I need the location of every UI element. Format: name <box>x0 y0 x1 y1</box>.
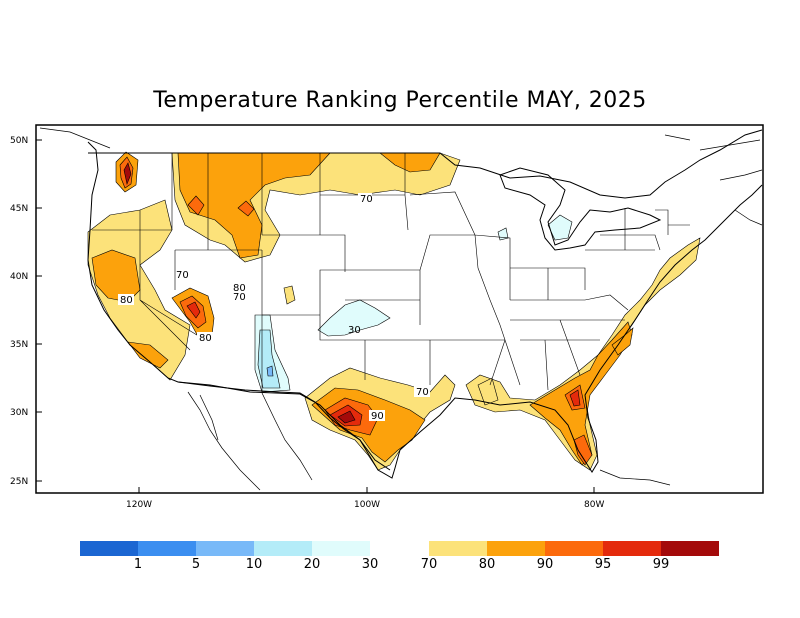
cuba <box>599 469 671 486</box>
mexico-border <box>177 381 391 471</box>
legend-label: 5 <box>191 557 201 572</box>
canada-border <box>88 129 763 199</box>
region-mt-90b <box>237 200 255 217</box>
legend-label: 90 <box>536 557 554 572</box>
region-mt-90a <box>187 195 205 216</box>
lat-tick-label: 45N <box>10 204 28 214</box>
lon-axis <box>138 487 595 493</box>
contour-label: 80 <box>233 283 246 294</box>
contour-label: 70 <box>176 270 189 281</box>
region-mi-30 <box>547 214 573 241</box>
contour-label: 30 <box>348 325 361 336</box>
region-nm-20 <box>257 329 281 389</box>
legend-swatch-99 <box>661 541 719 556</box>
legend-label: 70 <box>420 557 438 572</box>
contour-label: 80 <box>199 333 212 344</box>
contour-label-bg <box>369 410 385 421</box>
legend-label: 1 <box>133 557 143 572</box>
state-lines <box>92 153 690 392</box>
lat-tick-label: 40N <box>10 272 28 282</box>
contour-label-bg <box>118 294 134 305</box>
contour-label: 70 <box>360 194 373 205</box>
region-ga-95 <box>569 389 581 407</box>
contour-label-bg <box>197 332 213 343</box>
legend-swatch-1 <box>80 541 138 556</box>
region-north-80 <box>177 152 331 259</box>
legend-swatch-20 <box>254 541 312 556</box>
canada-islands <box>39 127 763 226</box>
lat-tick-label: 50N <box>10 136 28 146</box>
lat-tick-label: 25N <box>10 477 28 487</box>
geography-layer <box>39 127 763 491</box>
legend-label: 95 <box>594 557 612 572</box>
contour-labels: 70 70 80 80 70 80 30 70 90 <box>118 193 430 422</box>
lat-axis <box>36 139 42 482</box>
legend-swatch-70 <box>429 541 487 556</box>
lat-tick-label: 35N <box>10 340 28 350</box>
map-title: Temperature Ranking Percentile MAY, 2025 <box>153 88 647 113</box>
legend-label: 20 <box>303 557 321 572</box>
region-ms-70 <box>477 377 499 406</box>
region-nc-80 <box>611 327 634 356</box>
legend-swatch-80 <box>487 541 545 556</box>
region-co-70 <box>283 285 296 305</box>
region-tx-99 <box>337 410 356 424</box>
mexico-coast <box>187 391 313 491</box>
region-socal-80 <box>127 341 169 369</box>
region-nv-95 <box>186 301 201 319</box>
lon-tick-label: 120W <box>126 500 152 510</box>
region-ks-30 <box>317 299 391 337</box>
lon-tick-label: 80W <box>584 500 604 510</box>
shading-layer <box>87 151 701 471</box>
contour-label: 80 <box>120 295 133 306</box>
lon-tick-label: 100W <box>354 500 380 510</box>
legend-label: 30 <box>361 557 379 572</box>
legend-swatch-90 <box>545 541 603 556</box>
legend-label: 10 <box>245 557 263 572</box>
legend-label: 99 <box>652 557 670 572</box>
map-frame <box>35 124 764 494</box>
region-wa-95 <box>123 162 132 186</box>
great-lakes <box>499 167 662 251</box>
legend-swatch-5 <box>138 541 196 556</box>
region-nm-10 <box>266 365 274 377</box>
us-outline <box>87 141 763 479</box>
legend-swatch-95 <box>603 541 661 556</box>
contour-label: 70 <box>416 387 429 398</box>
contour-label-bg <box>414 386 430 397</box>
region-fl-90 <box>573 434 593 466</box>
legend-swatch-10 <box>196 541 254 556</box>
contour-label: 70 <box>233 292 246 303</box>
contour-label: 90 <box>371 411 384 422</box>
contour-label-bg <box>358 193 372 204</box>
legend-swatch-30 <box>312 541 370 556</box>
lat-tick-label: 30N <box>10 408 28 418</box>
legend-label: 80 <box>478 557 496 572</box>
